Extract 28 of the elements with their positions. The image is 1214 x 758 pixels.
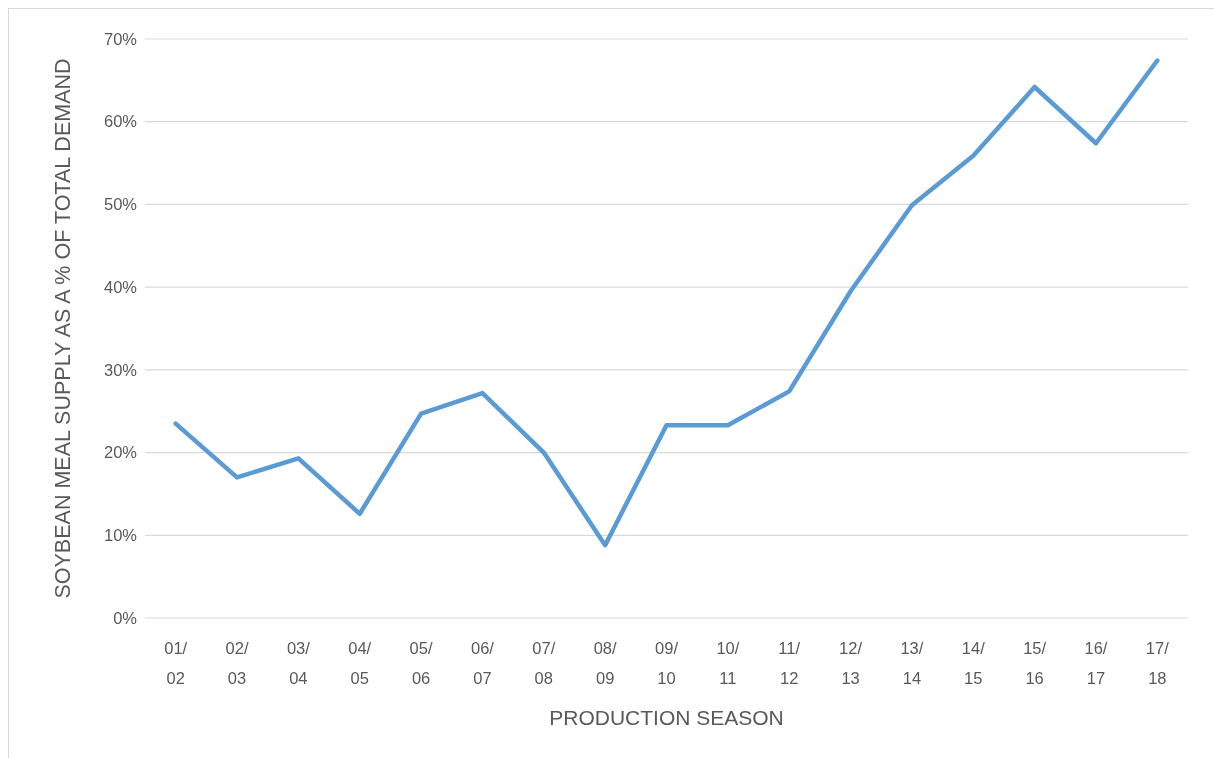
- x-tick-label: 05/06: [409, 638, 433, 687]
- y-tick-label: 60%: [103, 112, 138, 131]
- x-tick-label: 16/17: [1084, 638, 1108, 687]
- x-tick-label: 03/04: [286, 638, 311, 687]
- x-tick-label: 07/08: [532, 638, 556, 687]
- y-tick-label: 70%: [103, 29, 138, 48]
- line-series: [173, 58, 1160, 548]
- x-tick-label: 15/16: [1023, 638, 1047, 687]
- x-tick-label: 13/14: [900, 638, 924, 687]
- x-tick-label: 12/13: [839, 638, 863, 687]
- x-axis-title: PRODUCTION SEASON: [549, 706, 784, 730]
- x-tick-label: 02/03: [225, 638, 249, 687]
- y-tick-label: 40%: [103, 277, 138, 296]
- y-axis-title: SOYBEAN MEAL SUPPLY AS A % OF TOTAL DEMAND: [50, 58, 75, 599]
- y-tick-label: 0%: [113, 608, 138, 627]
- x-tick-label: 04/05: [348, 638, 372, 687]
- x-tick-label: 11/12: [778, 638, 801, 687]
- x-tick-label: 09/10: [655, 638, 679, 687]
- y-tick-label: 30%: [103, 360, 138, 379]
- y-tick-label: 20%: [103, 443, 138, 462]
- x-tick-label: 14/15: [961, 638, 986, 687]
- y-tick-label: 50%: [103, 195, 138, 214]
- x-tick-label: 01/02: [164, 638, 188, 687]
- x-tick-label: 10/11: [716, 638, 740, 687]
- x-tick-label: 17/18: [1145, 638, 1170, 687]
- y-tick-label: 10%: [103, 526, 138, 545]
- x-tick-label: 06/07: [470, 638, 495, 687]
- x-tick-label: 08/09: [593, 638, 618, 687]
